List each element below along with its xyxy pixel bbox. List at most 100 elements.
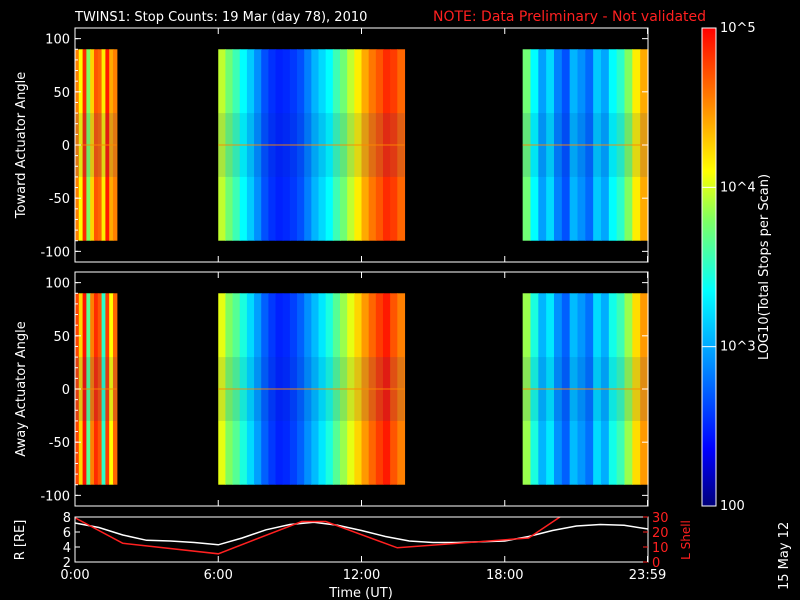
away-heat-column (553, 293, 563, 485)
toward-heat-column (354, 49, 363, 241)
x-tick-label: 12:00 (343, 568, 380, 583)
toward-data-segment-1 (218, 49, 406, 241)
away-heat-column (382, 293, 391, 485)
r-ytick-label: 6 (63, 526, 71, 541)
toward-heat-column (561, 49, 571, 241)
toward-heat-column (239, 49, 248, 241)
date-stamp: 15 May 12 (777, 522, 792, 590)
toward-heat-column (225, 49, 234, 241)
away-heat-column (239, 293, 248, 485)
away-heat-column (101, 293, 106, 485)
away-heat-column (254, 293, 262, 485)
toward-heat-column (112, 49, 118, 241)
away-heat-column (82, 293, 87, 485)
away-ytick-label: 100 (45, 277, 70, 292)
away-heat-column (624, 293, 633, 485)
toward-heat-column (304, 49, 312, 241)
toward-heat-column (624, 49, 633, 241)
colorbar: 10^5 10^4 10^3 100 LOG10(Total Stops per Sc… (701, 21, 772, 514)
x-tick-label: 23:59 (629, 568, 666, 583)
away-heat-column (390, 293, 398, 485)
toward-heat-column (261, 49, 269, 241)
away-y-axis-label: Away Actuator Angle (14, 321, 29, 456)
toward-heat-column (93, 49, 99, 241)
toward-center-shade (522, 113, 648, 177)
toward-heat-column (90, 49, 95, 241)
away-center-shade (218, 357, 405, 421)
toward-ytick-label: 100 (45, 33, 70, 48)
toward-heat-column (585, 49, 594, 241)
toward-heat-column (109, 49, 114, 241)
away-heat-column (375, 293, 384, 485)
away-heat-column (632, 293, 641, 485)
away-heat-column (109, 293, 114, 485)
toward-heat-column (361, 49, 370, 241)
toward-heat-column (86, 49, 91, 241)
r-ytick-label: 8 (63, 511, 71, 526)
toward-heat-column (608, 49, 618, 241)
l-shell-ytick-label: 10 (652, 541, 669, 556)
toward-heat-column (397, 49, 406, 241)
toward-heat-column (297, 49, 305, 241)
toward-heat-column (368, 49, 377, 241)
away-heat-column (289, 293, 298, 485)
away-heat-column (246, 293, 255, 485)
x-tick-label: 6:00 (204, 568, 233, 583)
away-heat-column (397, 293, 406, 485)
away-heat-column (275, 293, 284, 485)
away-center-shade (522, 357, 648, 421)
away-heat-column (90, 293, 95, 485)
x-tick-label: 0:00 (60, 568, 89, 583)
toward-ytick-label: 0 (62, 139, 70, 154)
away-heat-column (354, 293, 363, 485)
away-data-segment-2 (522, 293, 649, 485)
toward-heat-column (538, 49, 547, 241)
toward-heat-column (375, 49, 384, 241)
toward-heat-column (601, 49, 610, 241)
colorbar-tick-label: 10^4 (720, 180, 756, 195)
away-heat-column (608, 293, 618, 485)
x-axis-label: Time (UT) (328, 586, 393, 600)
toward-heat-column (97, 49, 103, 241)
toward-ytick-label: 50 (53, 86, 70, 101)
away-heat-column (225, 293, 234, 485)
toward-heat-column (268, 49, 277, 241)
away-heat-column (577, 293, 586, 485)
away-heat-column (347, 293, 355, 485)
toward-ytick-label: -100 (40, 245, 70, 260)
l-shell-ytick-label: 30 (652, 511, 669, 526)
toward-heat-column (382, 49, 391, 241)
toward-heat-column (101, 49, 106, 241)
away-heat-column (561, 293, 571, 485)
toward-heat-column (577, 49, 586, 241)
toward-heat-column (616, 49, 626, 241)
away-heat-column (232, 293, 241, 485)
toward-data-segment-0 (75, 49, 118, 241)
l-shell-ytick-label: 20 (652, 526, 669, 541)
toward-heat-column (82, 49, 87, 241)
colorbar-tick-label: 10^3 (720, 340, 756, 355)
toward-heat-column (254, 49, 262, 241)
r-axis-label: R [RE] (13, 520, 28, 561)
away-heat-column (318, 293, 327, 485)
toward-heat-column (553, 49, 563, 241)
toward-y-axis-label: Toward Actuator Angle (14, 72, 29, 219)
away-heat-column (261, 293, 269, 485)
away-heat-column (522, 293, 532, 485)
colorbar-label: LOG10(Total Stops per Scan) (757, 174, 772, 360)
away-heat-column (530, 293, 539, 485)
away-heat-column (616, 293, 626, 485)
toward-heat-column (530, 49, 539, 241)
preliminary-note: NOTE: Data Preliminary - Not validated (433, 9, 706, 25)
l-shell-axis-label: L Shell (679, 520, 693, 560)
toward-heat-column (390, 49, 398, 241)
toward-heat-column (318, 49, 327, 241)
away-heatmap-panel: 100 50 0 -50 -100 Away Actuator Angle (14, 271, 649, 507)
away-heat-column (361, 293, 370, 485)
toward-heat-column (282, 49, 291, 241)
away-heat-column (538, 293, 547, 485)
toward-heat-column (546, 49, 555, 241)
away-heat-column (218, 293, 227, 485)
toward-heat-column (347, 49, 355, 241)
